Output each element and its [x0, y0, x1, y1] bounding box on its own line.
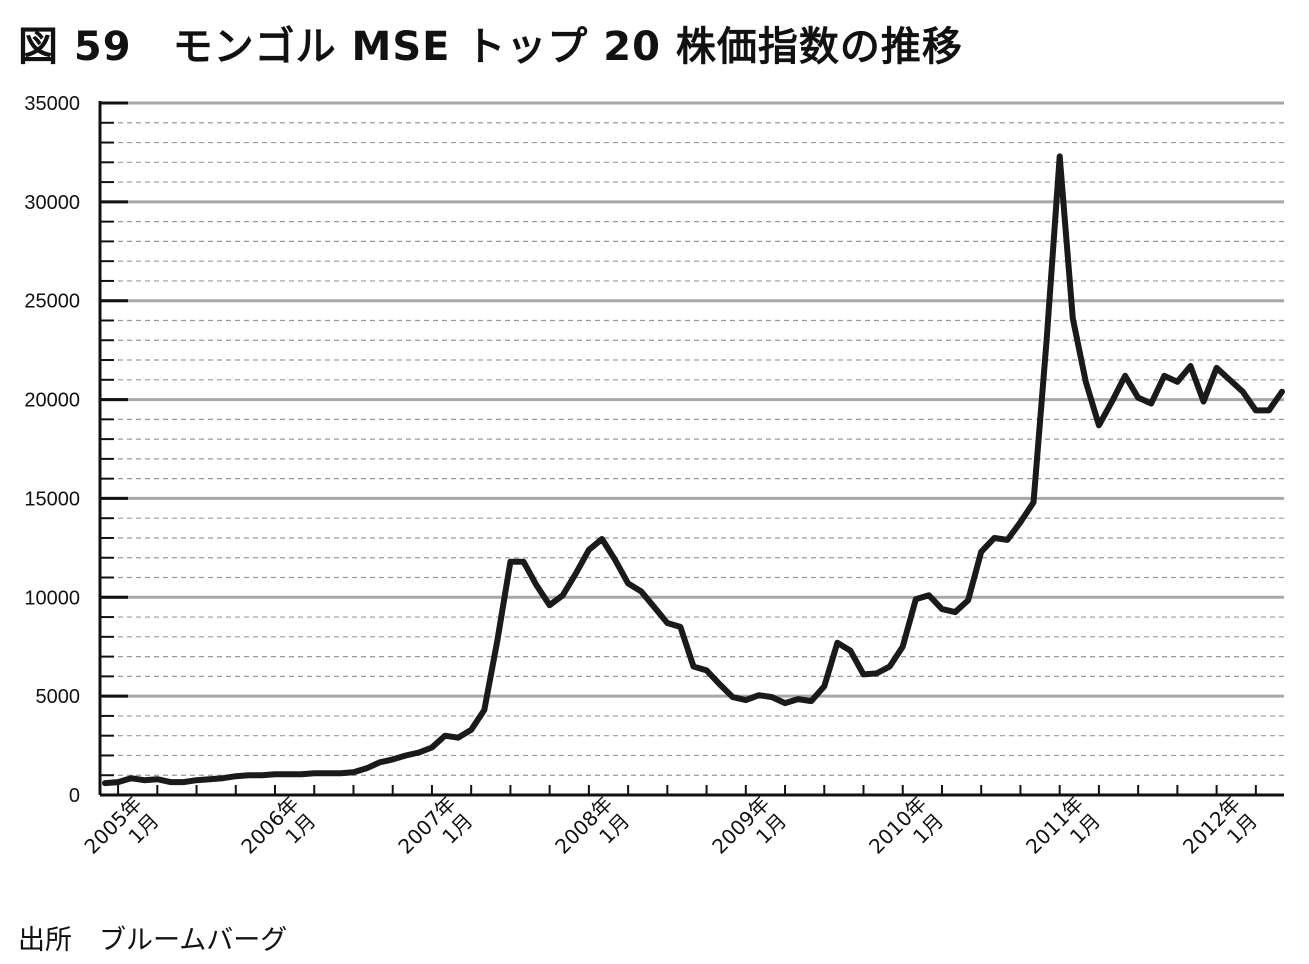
axes	[98, 101, 1284, 797]
y-tick-label: 15000	[24, 488, 80, 510]
source-note: 出所 ブルームバーグ	[18, 925, 288, 956]
y-tick-labels: 0 5000 10000 15000 20000 25000 30000 35000	[24, 93, 80, 807]
y-tick-label: 5000	[36, 686, 81, 708]
y-tick-label: 20000	[24, 390, 80, 412]
gridlines	[100, 101, 1284, 776]
series-line	[102, 153, 1285, 787]
y-tick-label: 25000	[24, 291, 80, 313]
y-tick-label: 30000	[24, 192, 80, 214]
y-tick-label: 10000	[24, 587, 80, 609]
series-layer	[102, 153, 1285, 787]
y-tick-label: 0	[69, 785, 80, 807]
chart-title: 図 59 モンゴル MSE トップ 20 株価指数の推移	[18, 24, 963, 70]
y-tick-label: 35000	[24, 93, 80, 115]
